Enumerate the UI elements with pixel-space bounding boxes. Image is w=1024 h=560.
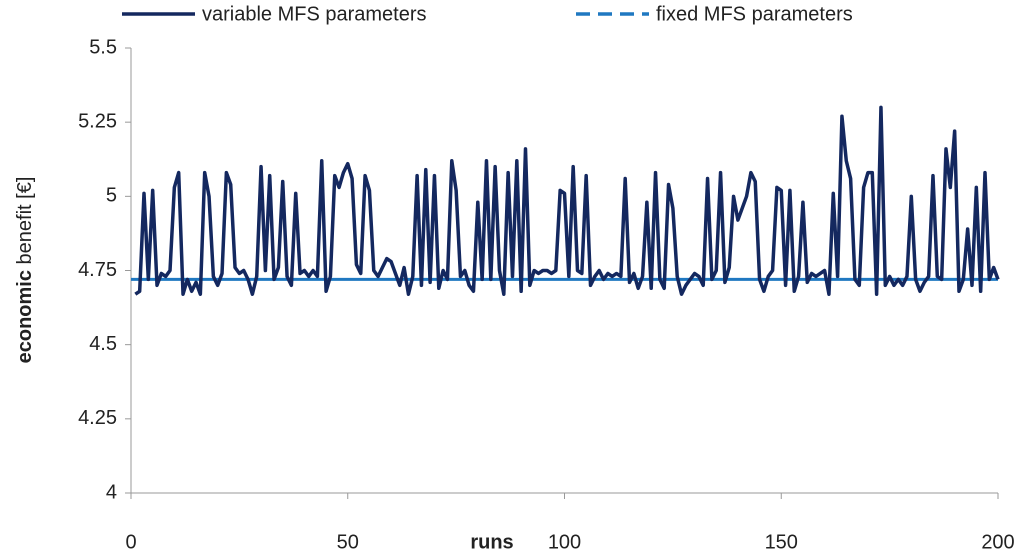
data-line: [134, 105, 1000, 296]
y-tick-label: 5.5: [89, 36, 117, 58]
y-axis-label: economic benefit [€]: [14, 177, 36, 364]
x-tick-label: 150: [765, 531, 798, 553]
y-tick-label: 4.5: [89, 333, 117, 355]
y-axis-label-bold: economic: [14, 270, 36, 363]
y-tick-label: 5.25: [78, 110, 117, 132]
y-axis-label-rest: benefit [€]: [14, 177, 36, 265]
legend-label: variable MFS parameters: [202, 3, 427, 25]
y-tick-label: 4.75: [78, 259, 117, 281]
y-tick-label: 4.25: [78, 407, 117, 429]
x-tick-label: 200: [981, 531, 1014, 553]
x-axis-label: runs: [470, 531, 513, 553]
legend-label: fixed MFS parameters: [656, 3, 853, 25]
x-tick-label: 50: [337, 531, 359, 553]
x-tick-label: 100: [548, 531, 581, 553]
y-tick-label: 4: [106, 481, 117, 503]
y-tick-label: 5: [106, 185, 117, 207]
x-tick-label: 0: [125, 531, 136, 553]
